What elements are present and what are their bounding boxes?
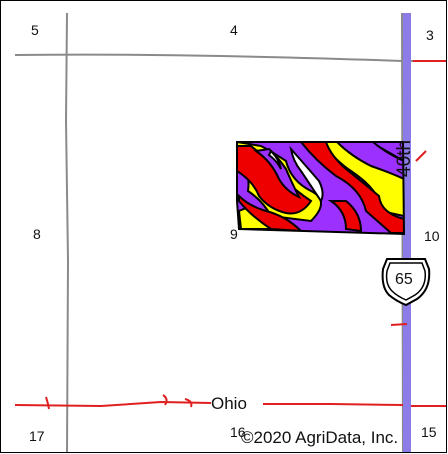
section-line-vertical-left <box>66 13 68 453</box>
section-label-17: 17 <box>29 429 45 443</box>
section-label-3: 3 <box>426 28 434 42</box>
road-label-40th: 40th <box>395 140 414 177</box>
soil-field <box>237 142 404 234</box>
section-label-10: 10 <box>424 229 440 243</box>
section-label-5: 5 <box>31 23 39 37</box>
section-label-8: 8 <box>33 227 41 241</box>
section-label-4: 4 <box>230 23 238 37</box>
section-line-horizontal-top <box>15 55 447 61</box>
copyright-notice: ©2020 AgriData, Inc. <box>241 429 398 446</box>
highway-shield-number: 65 <box>395 272 413 288</box>
section-label-15: 15 <box>421 425 437 439</box>
section-label-9: 9 <box>230 227 238 241</box>
road-label-ohio: Ohio <box>211 395 247 412</box>
